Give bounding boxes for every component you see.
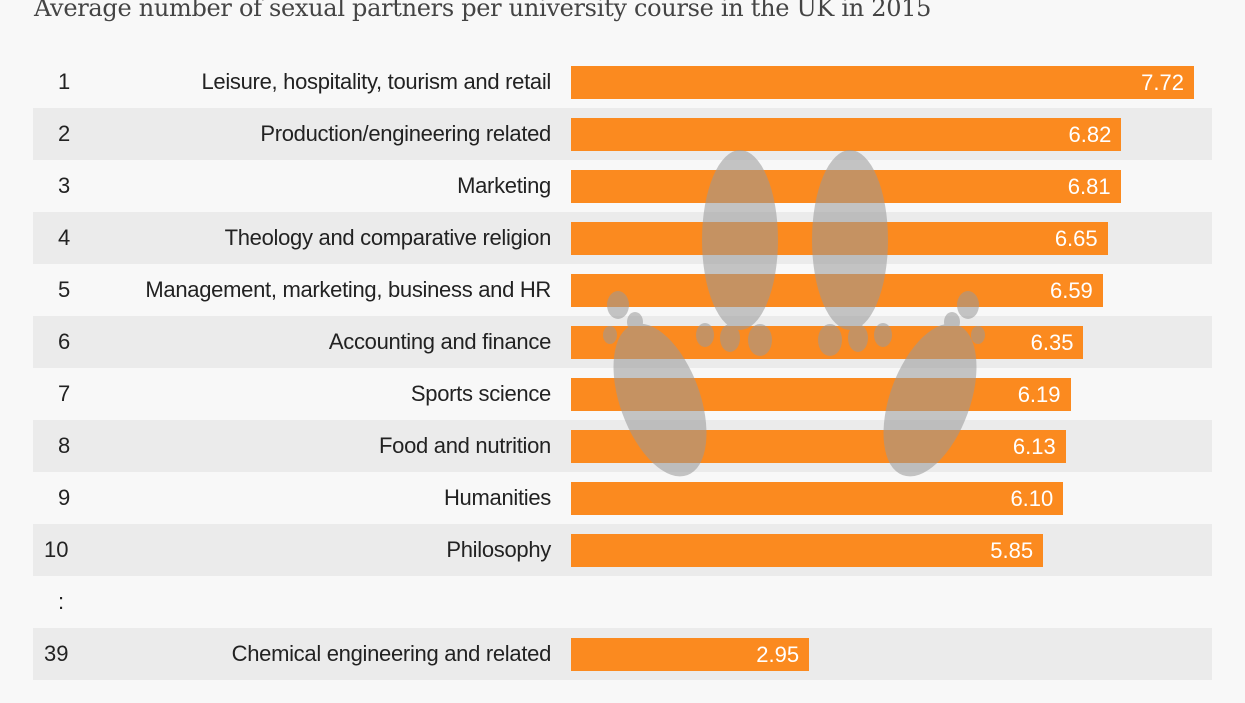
rank-label: 3: [58, 173, 71, 198]
value-label: 7.72: [1141, 70, 1184, 95]
category-label: Management, marketing, business and HR: [145, 277, 551, 302]
category-label: Chemical engineering and related: [231, 641, 552, 666]
category-label: Humanities: [443, 485, 551, 510]
bar: [571, 118, 1122, 151]
value-label: 6.10: [1010, 486, 1054, 511]
value-label: 6.35: [1030, 330, 1074, 355]
bar: [571, 66, 1194, 99]
rank-label: :: [58, 589, 65, 614]
category-label: Theology and comparative religion: [224, 225, 552, 250]
rank-label: 2: [58, 121, 71, 146]
category-label: Leisure, hospitality, tourism and retail: [201, 69, 551, 94]
rank-label: 1: [58, 69, 71, 94]
bar: [571, 638, 810, 671]
value-label: 6.59: [1049, 278, 1093, 303]
row-band: [33, 576, 1212, 628]
value-label: 2.95: [756, 642, 800, 667]
category-label: Food and nutrition: [379, 433, 551, 458]
category-label: Marketing: [457, 173, 551, 198]
rank-label: 39: [44, 641, 69, 666]
bar: [571, 534, 1044, 567]
value-label: 5.85: [990, 538, 1034, 563]
chart-title: Average number of sexual partners per un…: [34, 0, 932, 22]
value-label: 6.65: [1054, 226, 1098, 251]
rank-label: 7: [58, 381, 71, 406]
rank-label: 5: [58, 277, 71, 302]
rank-label: 9: [58, 485, 71, 510]
value-label: 6.13: [1012, 434, 1056, 459]
value-label: 6.81: [1067, 174, 1111, 199]
category-label: Philosophy: [446, 537, 551, 562]
rank-label: 8: [58, 433, 71, 458]
rank-label: 10: [44, 537, 69, 562]
rank-label: 6: [58, 329, 71, 354]
bar: [571, 482, 1064, 515]
value-label: 6.19: [1017, 382, 1061, 407]
footprints-icon: [603, 150, 985, 477]
category-label: Accounting and finance: [328, 329, 551, 354]
category-label: Sports science: [410, 381, 551, 406]
rank-label: 4: [58, 225, 71, 250]
value-label: 6.82: [1068, 122, 1112, 147]
category-label: Production/engineering related: [260, 121, 551, 146]
